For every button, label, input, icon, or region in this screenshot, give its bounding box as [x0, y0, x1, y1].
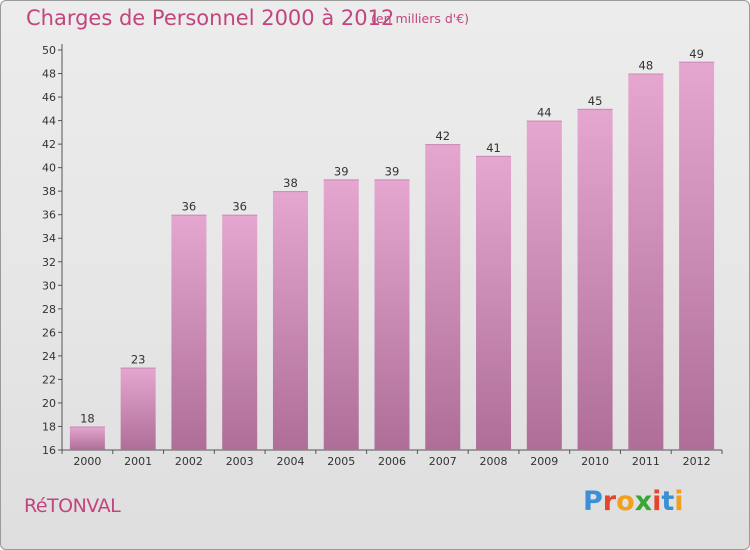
bar — [476, 155, 512, 450]
logo-letter: x — [634, 486, 653, 517]
y-tick-label: 34 — [42, 232, 56, 245]
y-tick-label: 26 — [42, 326, 56, 339]
chart-title: Charges de Personnel 2000 à 2012 — [26, 6, 395, 30]
data-label: 23 — [131, 353, 146, 367]
data-label: 41 — [486, 141, 501, 155]
y-tick-label: 32 — [42, 256, 56, 269]
bars — [69, 61, 715, 451]
x-tick-label: 2012 — [683, 455, 711, 468]
logo-letter: i — [652, 486, 662, 517]
data-label: 39 — [334, 164, 349, 178]
bar — [323, 179, 359, 451]
y-tick-label: 20 — [42, 397, 56, 410]
y-tick-label: 48 — [42, 68, 56, 81]
data-label: 38 — [283, 176, 298, 190]
logo-letter: o — [616, 486, 635, 517]
data-label: 45 — [588, 94, 603, 108]
y-tick-label: 18 — [42, 420, 56, 433]
chart-subtitle: (en milliers d'€) — [371, 11, 470, 26]
data-label: 39 — [385, 164, 400, 178]
bar — [222, 214, 258, 450]
y-tick-label: 24 — [42, 350, 56, 363]
y-tick-label: 50 — [42, 44, 56, 57]
y-tick-label: 40 — [42, 162, 56, 175]
logo-letter: P — [583, 486, 603, 517]
logo-letter: r — [602, 486, 617, 517]
bar — [272, 191, 308, 451]
x-tick-label: 2007 — [429, 455, 457, 468]
y-tick-label: 28 — [42, 303, 56, 316]
x-tick-label: 2009 — [530, 455, 558, 468]
x-tick-label: 2011 — [632, 455, 660, 468]
x-tick-label: 2010 — [581, 455, 609, 468]
bar — [69, 426, 105, 450]
y-tick-label: 22 — [42, 373, 56, 386]
x-tick-label: 2002 — [175, 455, 203, 468]
x-tick-label: 2003 — [226, 455, 254, 468]
bar — [425, 144, 461, 450]
y-tick-label: 30 — [42, 279, 56, 292]
place-name: RéTONVAL — [24, 495, 121, 517]
y-tick-label: 38 — [42, 185, 56, 198]
y-tick-label: 46 — [42, 91, 56, 104]
bar — [120, 367, 156, 450]
data-label: 36 — [232, 200, 247, 214]
bar — [679, 61, 715, 450]
x-tick-label: 2005 — [327, 455, 355, 468]
x-tick-label: 2001 — [124, 455, 152, 468]
y-tick-label: 36 — [42, 209, 56, 222]
labels: 2000 18 2001 23 2002 36 2003 36 2004 38 2005 39 2006… — [73, 47, 710, 468]
bar — [526, 120, 562, 451]
bar — [628, 73, 664, 450]
y-tick-label: 42 — [42, 138, 56, 151]
x-tick-label: 2000 — [73, 455, 101, 468]
x-tick-label: 2006 — [378, 455, 406, 468]
bar — [577, 108, 613, 450]
x-tick-label: 2004 — [276, 455, 304, 468]
data-label: 18 — [80, 411, 95, 425]
data-label: 42 — [435, 129, 450, 143]
logo-letter: i — [674, 486, 684, 517]
data-label: 48 — [639, 59, 654, 73]
data-label: 44 — [537, 106, 552, 120]
bar — [171, 214, 207, 450]
y-tick-label: 44 — [42, 115, 56, 128]
data-label: 49 — [689, 47, 704, 61]
data-label: 36 — [182, 200, 197, 214]
bar — [374, 179, 410, 451]
logo-letter: t — [661, 486, 675, 517]
x-tick-label: 2008 — [480, 455, 508, 468]
proxiti-logo: Proxiti — [583, 486, 684, 517]
y-tick-label: 16 — [42, 444, 56, 457]
